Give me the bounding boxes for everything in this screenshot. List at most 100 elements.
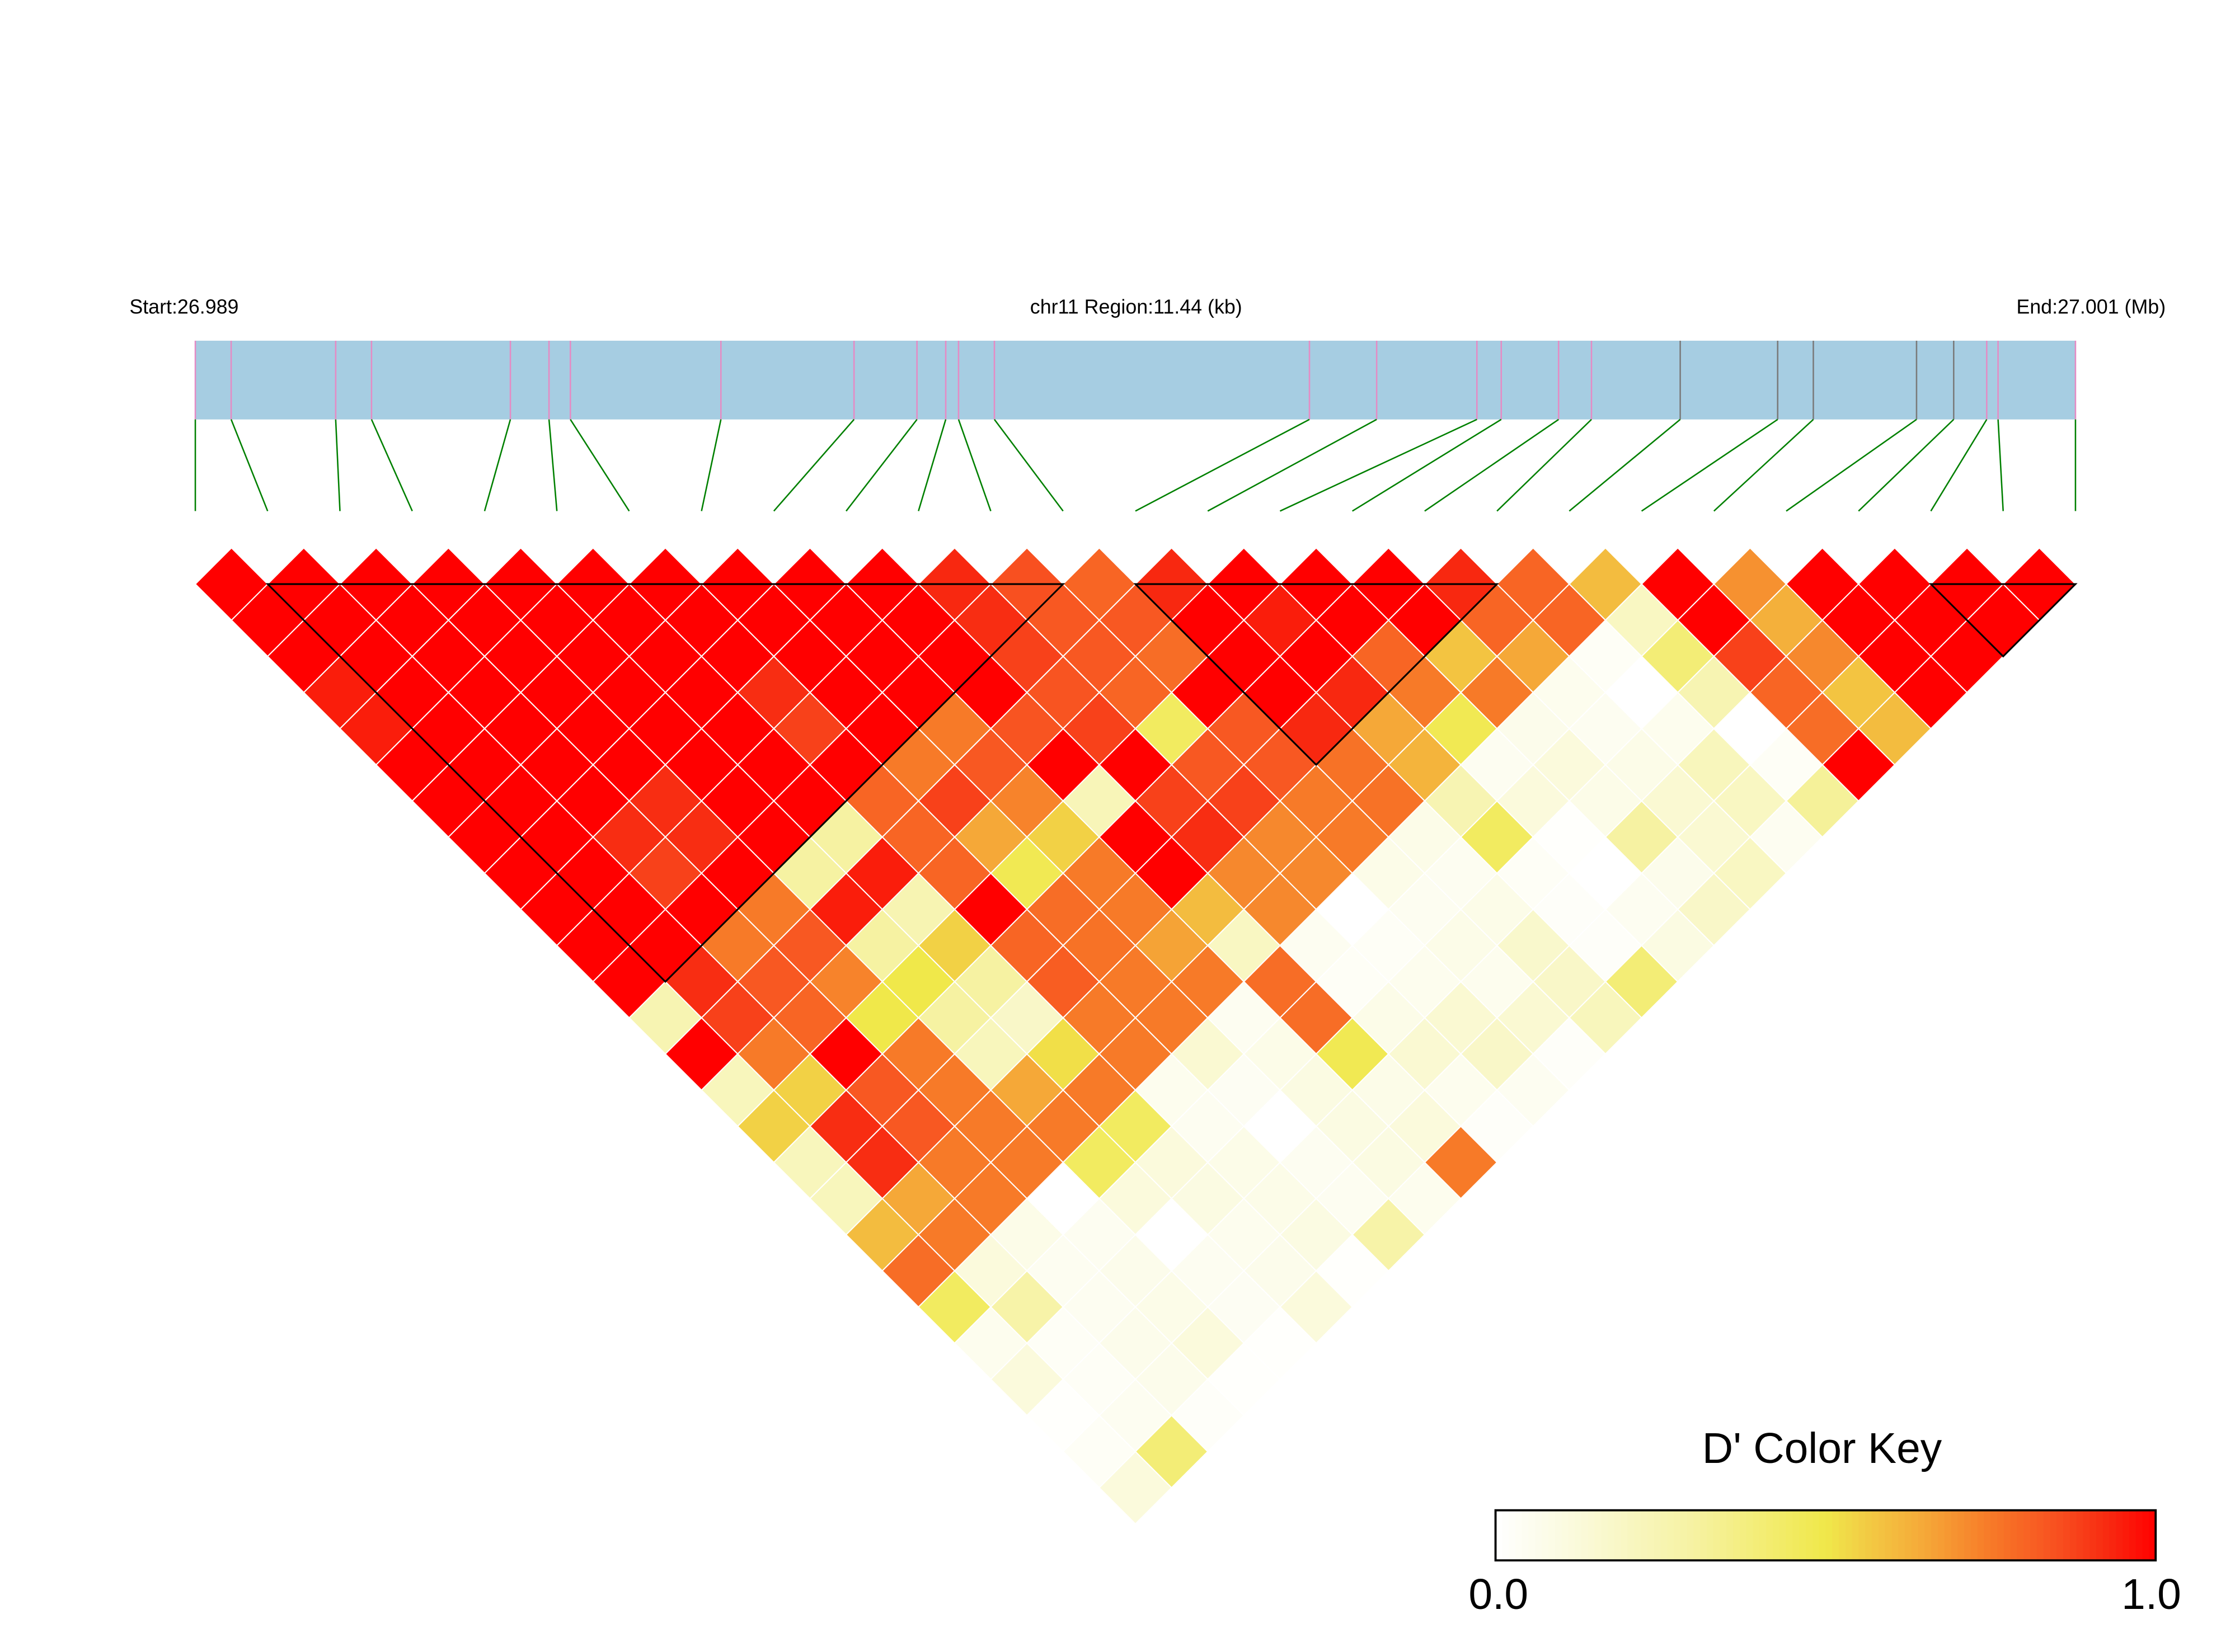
color-key-swatch — [1984, 1510, 1992, 1561]
color-key-swatch — [1964, 1510, 1971, 1561]
color-key-swatch — [1647, 1510, 1655, 1561]
color-key-swatch — [1773, 1510, 1780, 1561]
color-key-swatch — [1845, 1510, 1853, 1561]
snp-connector-23 — [1786, 418, 1917, 512]
color-key-swatch — [1937, 1510, 1945, 1561]
color-key-swatch — [2056, 1510, 2064, 1561]
color-key-swatch — [1786, 1510, 1793, 1561]
color-key-swatch — [1911, 1510, 1919, 1561]
color-key-swatch — [2036, 1510, 2044, 1561]
snp-connector-13 — [993, 418, 1064, 512]
ld-cells — [194, 547, 2077, 1525]
color-key-swatch — [2063, 1510, 2070, 1561]
snp-connector-18 — [1424, 418, 1559, 512]
color-key-swatch — [1548, 1510, 1556, 1561]
color-key-swatch — [2149, 1510, 2157, 1561]
ld-cell-1-27 — [1098, 1451, 1173, 1525]
color-key-swatch — [1977, 1510, 1985, 1561]
snp-connector-4 — [370, 419, 413, 512]
color-key-swatch — [1555, 1510, 1562, 1561]
color-key-swatch — [2017, 1510, 2025, 1561]
color-key-swatch — [1812, 1510, 1820, 1561]
color-key-swatch — [1852, 1510, 1860, 1561]
color-key-swatch — [1746, 1510, 1754, 1561]
color-key-swatch — [1740, 1510, 1747, 1561]
color-key-title: D' Color Key — [1702, 1425, 1942, 1472]
color-key-swatch — [2023, 1510, 2031, 1561]
snp-connector-7 — [570, 419, 630, 512]
color-key: D' Color Key 0.0 1.0 — [1468, 1425, 2181, 1618]
color-key-swatch — [2076, 1510, 2084, 1561]
color-key-swatch — [1502, 1510, 1510, 1561]
snp-connector-8 — [701, 419, 722, 511]
color-key-swatch — [2083, 1510, 2091, 1561]
end-label: End:27.001 (Mb) — [2016, 295, 2166, 318]
color-key-swatch — [1588, 1510, 1595, 1561]
color-key-swatch — [1733, 1510, 1741, 1561]
color-key-swatch — [1759, 1510, 1767, 1561]
snp-connector-17 — [1351, 418, 1502, 512]
color-key-swatch — [1891, 1510, 1899, 1561]
color-key-swatch — [1865, 1510, 1872, 1561]
color-key-swatch — [1509, 1510, 1516, 1561]
snp-connector-22 — [1713, 418, 1814, 512]
color-key-swatch — [2043, 1510, 2051, 1561]
color-key-swatch — [1687, 1510, 1694, 1561]
snp-connector-10 — [846, 418, 918, 512]
color-key-swatch — [1858, 1510, 1866, 1561]
color-key-swatch — [1561, 1510, 1569, 1561]
snp-connectors — [194, 418, 2077, 512]
snp-connector-21 — [1641, 418, 1778, 512]
color-key-swatch — [1885, 1510, 1893, 1561]
snp-connector-11 — [918, 419, 947, 511]
color-key-swatch — [2090, 1510, 2097, 1561]
color-key-swatch — [2030, 1510, 2037, 1561]
color-key-swatch — [1944, 1510, 1952, 1561]
color-key-swatch — [1918, 1510, 1926, 1561]
color-key-swatch — [1713, 1510, 1721, 1561]
color-key-swatch — [1779, 1510, 1787, 1561]
color-key-swatch — [1575, 1510, 1582, 1561]
color-key-swatch — [1924, 1510, 1932, 1561]
color-key-max-label: 1.0 — [2121, 1571, 2181, 1618]
ld-blocks — [265, 583, 2078, 983]
color-key-min-label: 0.0 — [1468, 1571, 1528, 1618]
snp-connector-16 — [1279, 418, 1477, 512]
color-key-swatch — [1792, 1510, 1800, 1561]
snp-connector-9 — [773, 418, 855, 512]
color-key-ramp — [1495, 1510, 2157, 1561]
color-key-swatch — [1621, 1510, 1628, 1561]
color-key-swatch — [2129, 1510, 2137, 1561]
color-key-swatch — [1990, 1510, 1998, 1561]
color-key-swatch — [1825, 1510, 1833, 1561]
color-key-swatch — [1871, 1510, 1879, 1561]
color-key-swatch — [1726, 1510, 1734, 1561]
ld-block-outline-3 — [1928, 583, 2078, 658]
snp-connector-5 — [483, 419, 511, 511]
snp-connector-3 — [335, 419, 341, 511]
start-label: Start:26.989 — [129, 295, 238, 318]
color-key-swatch — [1951, 1510, 1959, 1561]
color-key-swatch — [1898, 1510, 1905, 1561]
color-key-swatch — [1997, 1510, 2004, 1561]
color-key-swatch — [1495, 1510, 1503, 1561]
color-key-swatch — [1535, 1510, 1543, 1561]
snp-markers — [194, 341, 2077, 420]
color-key-swatch — [1970, 1510, 1978, 1561]
color-key-swatch — [1680, 1510, 1688, 1561]
color-key-swatch — [2123, 1510, 2130, 1561]
color-key-swatch — [1614, 1510, 1622, 1561]
snp-connector-24 — [1858, 418, 1955, 512]
color-key-swatch — [1707, 1510, 1714, 1561]
color-key-swatch — [1522, 1510, 1529, 1561]
color-key-swatch — [1838, 1510, 1846, 1561]
color-key-frame — [1494, 1509, 2157, 1562]
color-key-swatch — [1608, 1510, 1615, 1561]
color-key-swatch — [2050, 1510, 2058, 1561]
color-key-swatch — [1819, 1510, 1826, 1561]
color-key-swatch — [1660, 1510, 1668, 1561]
color-key-swatch — [2135, 1510, 2143, 1561]
color-key-swatch — [1805, 1510, 1813, 1561]
snp-connector-2 — [230, 419, 269, 512]
color-key-swatch — [1799, 1510, 1807, 1561]
